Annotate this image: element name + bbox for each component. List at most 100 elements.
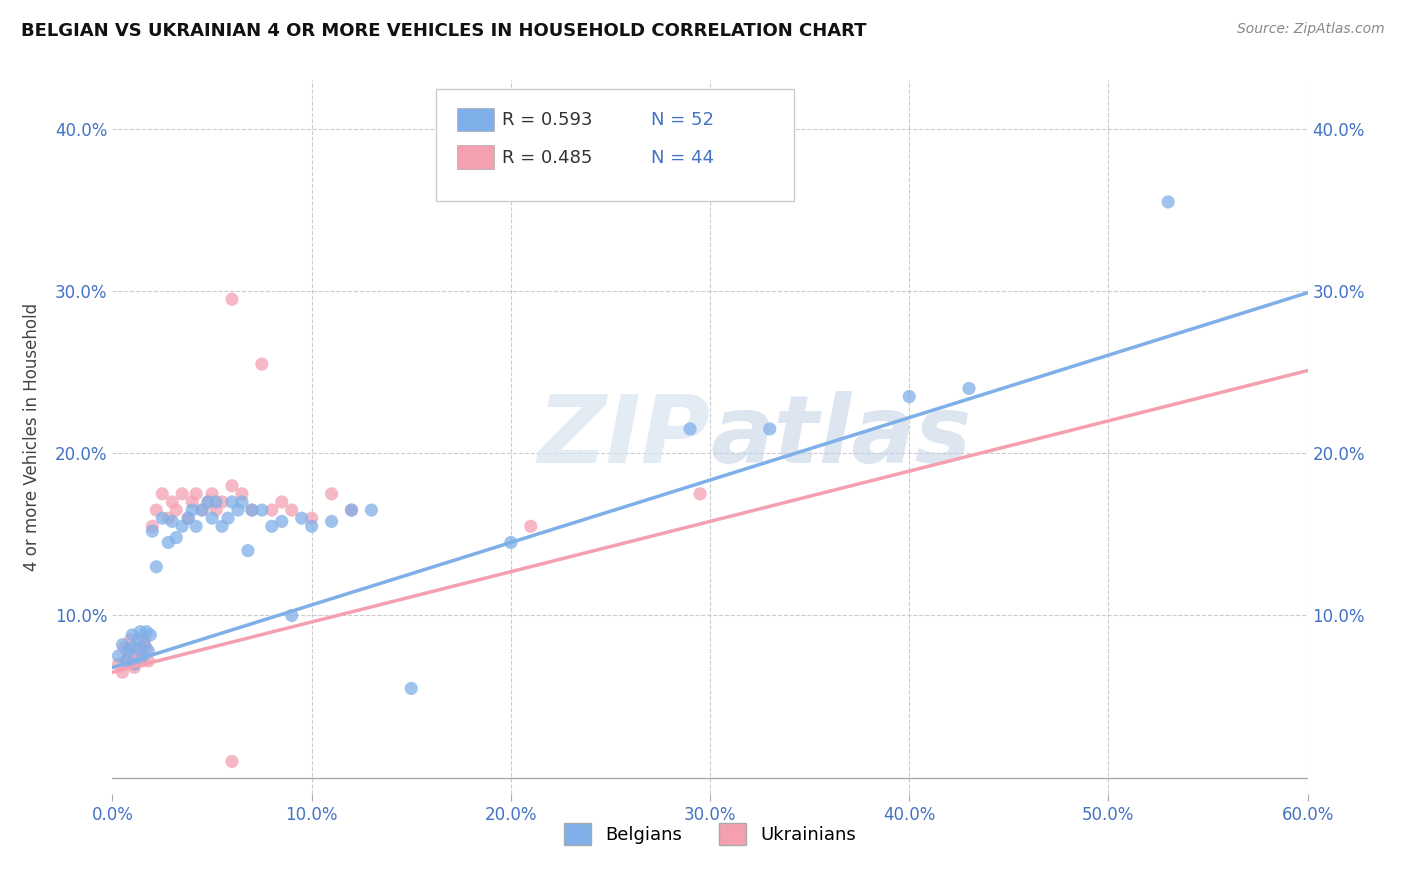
Point	[172, 519, 194, 533]
Text: Source: ZipAtlas.com: Source: ZipAtlas.com	[1237, 22, 1385, 37]
Point	[120, 640, 142, 655]
Point	[221, 479, 243, 493]
Point	[131, 654, 153, 668]
Point	[270, 515, 292, 529]
Point	[129, 640, 152, 655]
Point	[211, 519, 233, 533]
Point	[1157, 194, 1180, 209]
Point	[898, 390, 921, 404]
Point	[205, 495, 228, 509]
Point	[221, 292, 243, 306]
Point	[231, 487, 253, 501]
Point	[141, 519, 163, 533]
Point	[177, 511, 200, 525]
Point	[250, 503, 273, 517]
Point	[281, 503, 304, 517]
Point	[124, 660, 146, 674]
Point	[236, 543, 259, 558]
Point	[138, 654, 160, 668]
Point	[162, 515, 183, 529]
Y-axis label: 4 or more Vehicles in Household: 4 or more Vehicles in Household	[24, 303, 41, 571]
Point	[181, 495, 204, 509]
Point	[211, 495, 233, 509]
Point	[520, 519, 543, 533]
Point	[165, 531, 187, 545]
Point	[125, 644, 148, 658]
Point	[117, 644, 139, 658]
Point	[157, 535, 180, 549]
Point	[121, 628, 143, 642]
Point	[131, 648, 153, 663]
Text: N = 44: N = 44	[651, 149, 714, 167]
Legend: Belgians, Ukrainians: Belgians, Ukrainians	[557, 816, 863, 853]
Point	[115, 654, 138, 668]
Point	[321, 515, 343, 529]
Point	[107, 657, 129, 672]
Point	[260, 503, 283, 517]
Point	[186, 487, 208, 501]
Point	[145, 503, 167, 517]
Point	[679, 422, 702, 436]
Point	[111, 665, 134, 680]
Text: BELGIAN VS UKRAINIAN 4 OR MORE VEHICLES IN HOUSEHOLD CORRELATION CHART: BELGIAN VS UKRAINIAN 4 OR MORE VEHICLES …	[21, 22, 866, 40]
Point	[291, 511, 314, 525]
Point	[165, 503, 187, 517]
Point	[157, 511, 180, 525]
Point	[120, 632, 142, 647]
Point	[221, 495, 243, 509]
Point	[139, 628, 162, 642]
Point	[114, 640, 135, 655]
Point	[340, 503, 363, 517]
Point	[759, 422, 782, 436]
Point	[117, 648, 139, 663]
Point	[201, 511, 224, 525]
Point	[360, 503, 382, 517]
Point	[145, 559, 167, 574]
Point	[172, 487, 194, 501]
Point	[107, 648, 129, 663]
Point	[115, 654, 138, 668]
Point	[301, 519, 323, 533]
Point	[240, 503, 263, 517]
Point	[221, 755, 243, 769]
Point	[260, 519, 283, 533]
Point	[111, 638, 134, 652]
Point	[957, 381, 980, 395]
Point	[127, 648, 149, 663]
Point	[197, 495, 219, 509]
Point	[181, 503, 204, 517]
Text: ZIP: ZIP	[537, 391, 710, 483]
Point	[191, 503, 214, 517]
Point	[121, 648, 143, 663]
Point	[270, 495, 292, 509]
Point	[150, 487, 173, 501]
Point	[197, 495, 219, 509]
Point	[138, 644, 160, 658]
Point	[201, 487, 224, 501]
Point	[135, 624, 157, 639]
Point	[124, 657, 146, 672]
Point	[125, 640, 148, 655]
Point	[499, 535, 522, 549]
Text: R = 0.593: R = 0.593	[502, 112, 592, 129]
Point	[162, 495, 183, 509]
Point	[177, 511, 200, 525]
Point	[401, 681, 423, 696]
Point	[150, 511, 173, 525]
Point	[250, 357, 273, 371]
Point	[689, 487, 711, 501]
Point	[226, 503, 249, 517]
Point	[134, 638, 156, 652]
Point	[191, 503, 214, 517]
Point	[205, 503, 228, 517]
Point	[301, 511, 323, 525]
Point	[129, 624, 152, 639]
Point	[340, 503, 363, 517]
Point	[240, 503, 263, 517]
Text: R = 0.485: R = 0.485	[502, 149, 592, 167]
Text: atlas: atlas	[710, 391, 972, 483]
Point	[134, 632, 156, 647]
Point	[186, 519, 208, 533]
Point	[127, 632, 149, 647]
Point	[321, 487, 343, 501]
